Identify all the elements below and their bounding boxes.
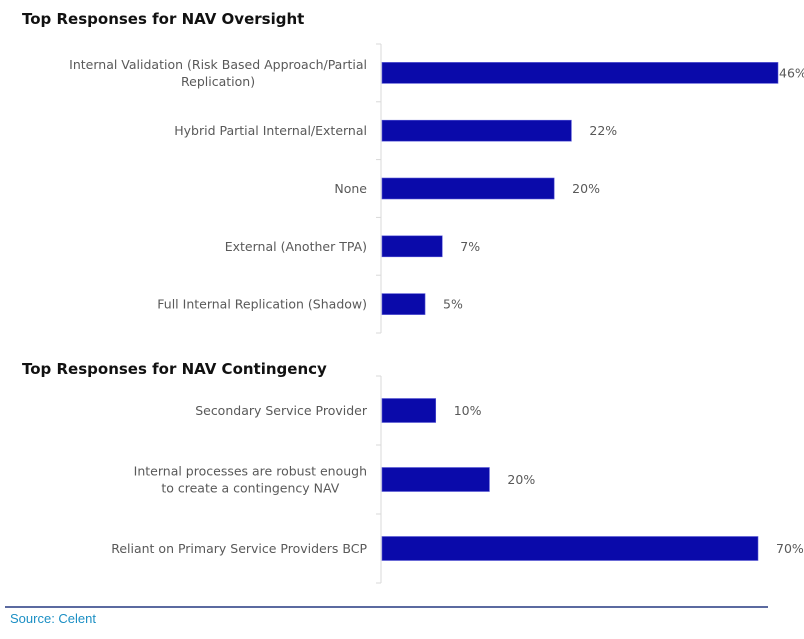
footer-divider [5, 606, 768, 608]
oversight-category-label: Hybrid Partial Internal/External [174, 123, 367, 138]
contingency-category-label: to create a contingency NAV [161, 481, 339, 496]
contingency-bar-secondary-service-provider [381, 398, 437, 423]
contingency-chart-title: Top Responses for NAV Contingency [22, 360, 327, 378]
contingency-bar-reliant-on-primary-service-providers-bcp [381, 536, 759, 561]
oversight-bar-external-another-tpa [381, 235, 443, 258]
oversight-bar-none [381, 177, 555, 200]
oversight-category-label: None [334, 181, 367, 196]
oversight-value-label: 46% [779, 65, 804, 80]
oversight-category-label: Replication) [181, 74, 255, 89]
oversight-value-label: 22% [589, 123, 617, 138]
contingency-category-label: Internal processes are robust enough [134, 464, 367, 479]
oversight-bar-internal-validation-risk-based-approach-partial-replication [381, 62, 779, 84]
oversight-value-label: 7% [460, 239, 480, 254]
oversight-chart-title: Top Responses for NAV Oversight [22, 10, 304, 28]
source-note: Source: Celent [10, 611, 96, 626]
contingency-value-label: 20% [507, 472, 535, 487]
contingency-bar-internal-processes-are-robust-enough-to-create-a-contingency-nav [381, 467, 490, 492]
oversight-value-label: 20% [572, 181, 600, 196]
contingency-value-label: 70% [776, 541, 804, 556]
oversight-bar-full-internal-replication-shadow [381, 293, 426, 315]
oversight-category-label: Internal Validation (Risk Based Approach… [69, 57, 367, 72]
oversight-category-label: Full Internal Replication (Shadow) [157, 297, 367, 312]
oversight-category-label: External (Another TPA) [225, 239, 367, 254]
contingency-value-label: 10% [454, 403, 482, 418]
contingency-category-label: Secondary Service Provider [195, 403, 368, 418]
oversight-value-label: 5% [443, 297, 463, 312]
contingency-category-label: Reliant on Primary Service Providers BCP [111, 541, 367, 556]
oversight-bar-hybrid-partial-internal-external [381, 119, 572, 142]
